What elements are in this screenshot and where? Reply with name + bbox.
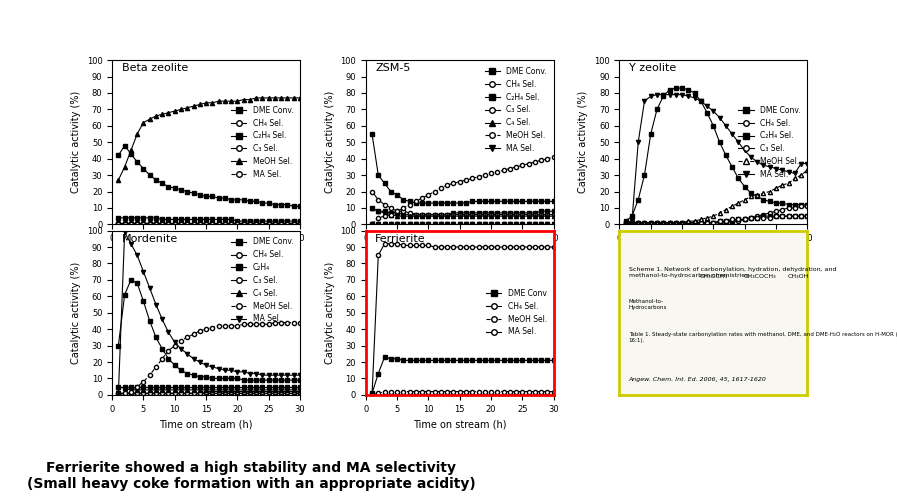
Text: Mordenite: Mordenite (121, 234, 178, 244)
X-axis label: Time on stream (h): Time on stream (h) (413, 248, 507, 259)
Text: Scheme 1. Network of carbonylation, hydration, dehydration, and
methanol-to-hydr: Scheme 1. Network of carbonylation, hydr… (629, 267, 836, 278)
X-axis label: Time on stream (h): Time on stream (h) (160, 248, 253, 259)
Text: Ferrierite showed a high stability and MA selectivity
(Small heavy coke formatio: Ferrierite showed a high stability and M… (27, 461, 475, 491)
Text: Table 1. Steady-state carbonylation rates with methanol, DME, and DME-H₂O reacto: Table 1. Steady-state carbonylation rate… (629, 333, 897, 343)
Text: CH₃OH: CH₃OH (788, 274, 808, 279)
Legend: DME Conv., CH₄ Sel., C₂H₄ Sel., C₃ Sel., MeOH Sel., MA Sel.: DME Conv., CH₄ Sel., C₂H₄ Sel., C₃ Sel.,… (736, 103, 804, 182)
Y-axis label: Catalytic activity (%): Catalytic activity (%) (71, 91, 81, 193)
Text: Y zeolite: Y zeolite (629, 64, 676, 74)
Y-axis label: Catalytic activity (%): Catalytic activity (%) (325, 91, 335, 193)
Y-axis label: Catalytic activity (%): Catalytic activity (%) (579, 91, 588, 193)
X-axis label: Time on stream (h): Time on stream (h) (666, 248, 760, 259)
Text: Beta zeolite: Beta zeolite (121, 64, 187, 74)
Text: ZSM-5: ZSM-5 (375, 64, 411, 74)
X-axis label: Time on stream (h): Time on stream (h) (160, 419, 253, 429)
Text: CH₃COCH₃: CH₃COCH₃ (744, 274, 777, 279)
Y-axis label: Catalytic activity (%): Catalytic activity (%) (325, 262, 335, 364)
Text: Ferrierite: Ferrierite (375, 234, 426, 244)
Y-axis label: Catalytic activity (%): Catalytic activity (%) (71, 262, 81, 364)
X-axis label: Time on stream (h): Time on stream (h) (413, 419, 507, 429)
Legend: DME Conv., CH₄ Sel., C₂H₄ Sel., C₃ Sel., C₄ Sel., MeOH Sel., MA Sel.: DME Conv., CH₄ Sel., C₂H₄ Sel., C₃ Sel.,… (482, 64, 550, 156)
Text: CH₃OCH₃: CH₃OCH₃ (700, 274, 727, 279)
Text: Angew. Chem. Int. Ed. 2006, 45, 1617-1620: Angew. Chem. Int. Ed. 2006, 45, 1617-162… (629, 377, 767, 382)
Legend: DME Conv, CH₄ Sel., MeOH Sel., MA Sel.: DME Conv, CH₄ Sel., MeOH Sel., MA Sel. (483, 286, 550, 340)
Text: Methanol-to-
Hydrocarbons: Methanol-to- Hydrocarbons (629, 299, 667, 310)
Legend: DME Conv., CH₄ Sel., C₂H₄ Sel., C₃ Sel., MeOH Sel., MA Sel.: DME Conv., CH₄ Sel., C₂H₄ Sel., C₃ Sel.,… (228, 103, 296, 182)
Legend: DME Conv., CH₄ Sel., C₂H₄, C₃ Sel., C₄ Sel., MeOH Sel., MA Sel.: DME Conv., CH₄ Sel., C₂H₄, C₃ Sel., C₄ S… (228, 234, 296, 327)
